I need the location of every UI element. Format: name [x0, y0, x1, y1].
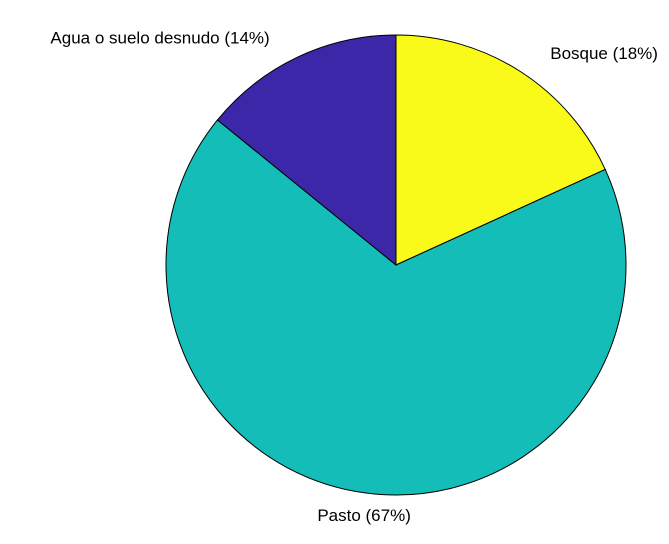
- labels-layer: Bosque (18%) Pasto (67%) Agua o suelo desn…: [50, 28, 658, 525]
- slice-label-agua-o-suelo-desnudo: Agua o suelo desnudo (14%): [50, 28, 269, 47]
- slices-layer: [165, 34, 627, 496]
- slice-label-pasto: Pasto (67%): [317, 506, 411, 525]
- slice-label-bosque: Bosque (18%): [550, 44, 658, 63]
- pie-slice-bosque: [395, 34, 606, 266]
- pie-slice-agua-o-suelo-desnudo: [216, 34, 397, 267]
- pie-slice-pasto: [165, 119, 627, 496]
